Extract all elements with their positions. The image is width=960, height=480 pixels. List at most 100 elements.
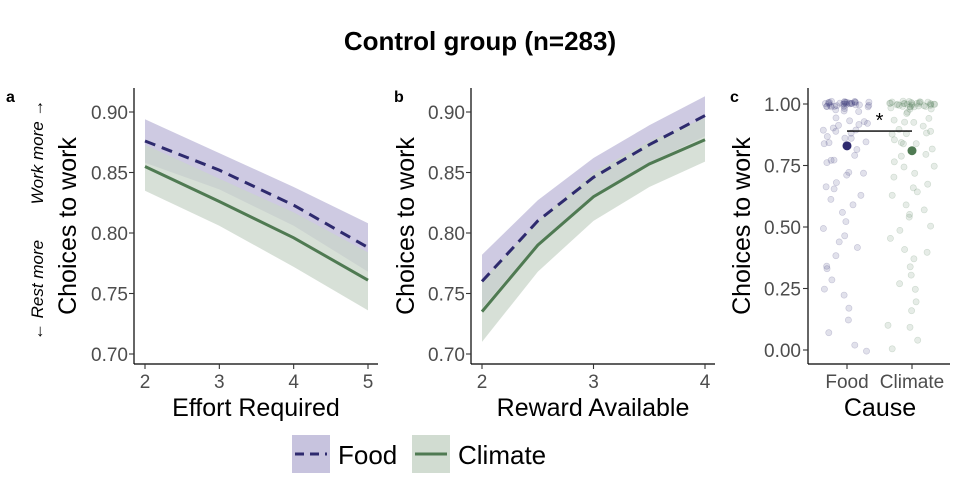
data-point-climate [927, 101, 934, 109]
legend-label: Food [338, 440, 397, 470]
data-point-food [841, 232, 849, 240]
y-axis-title: Choices to work [392, 137, 420, 315]
data-point-climate [901, 118, 908, 126]
data-point-climate [888, 98, 896, 106]
data-point-climate [901, 100, 908, 107]
data-point-food [821, 285, 828, 293]
data-point-food [840, 100, 848, 108]
data-point-food [832, 252, 840, 260]
data-point-food [842, 218, 850, 225]
data-point-food [865, 98, 873, 106]
data-point-food [830, 185, 838, 193]
data-point-climate [907, 99, 915, 106]
data-point-food [841, 98, 848, 105]
data-point-climate [907, 103, 914, 111]
panel-b-line-chart: 0.70 0.75 0.80 0.85 0.90 2 3 4 Reward Available C… [392, 88, 715, 422]
data-point-climate [910, 119, 918, 126]
data-point-food [841, 134, 849, 142]
data-point-food [839, 208, 846, 216]
data-point-food [842, 99, 849, 106]
data-point-climate [928, 145, 936, 153]
data-point-climate [913, 188, 921, 196]
data-point-climate [901, 246, 908, 253]
data-point-food [864, 120, 871, 127]
data-point-climate [910, 103, 918, 111]
data-point-climate [925, 115, 933, 122]
data-point-climate [905, 213, 913, 221]
data-point-food [820, 140, 828, 148]
data-point-climate [896, 280, 903, 288]
y-tick-label: 1.00 [764, 95, 801, 116]
data-point-climate [906, 263, 914, 271]
y-tick-label: 0.50 [764, 218, 801, 239]
data-point-climate [906, 103, 914, 111]
data-point-food [825, 139, 833, 147]
data-point-food [845, 99, 853, 107]
y-tick-label: 0.25 [764, 280, 801, 301]
data-point-food [833, 102, 841, 110]
data-point-food [851, 98, 859, 106]
data-point-food [827, 195, 835, 203]
x-tick-label: 4 [288, 372, 299, 393]
data-point-climate [919, 122, 927, 130]
data-point-food [830, 156, 838, 164]
data-point-climate [887, 234, 894, 242]
y-axis-title: Choices to work [728, 137, 756, 315]
data-point-climate [927, 100, 934, 107]
data-point-climate [912, 140, 920, 148]
data-point-food [851, 341, 859, 349]
data-point-food [840, 107, 848, 115]
data-point-climate [902, 201, 910, 209]
data-point-climate [888, 191, 896, 199]
data-point-climate [923, 129, 930, 137]
data-point-food [832, 114, 840, 122]
data-point-food [835, 238, 843, 246]
data-point-food [864, 103, 872, 111]
x-tick-label: 4 [700, 372, 711, 393]
ci-band-climate [145, 144, 368, 311]
data-point-food [828, 276, 836, 284]
data-point-climate [888, 345, 896, 353]
figure-title: Control group (n=283) [344, 26, 616, 56]
data-point-food [851, 99, 859, 107]
data-point-climate [908, 101, 916, 109]
x-axis-title: Effort Required [172, 394, 340, 422]
data-point-food [863, 347, 870, 355]
data-point-food [826, 98, 833, 106]
data-point-food [825, 100, 833, 108]
y-tick-label: 0.70 [428, 345, 465, 366]
y-tick-label: 0.85 [91, 164, 128, 185]
data-point-food [823, 262, 831, 270]
data-point-climate [900, 140, 907, 148]
data-point-food [840, 291, 848, 299]
data-point-food [855, 108, 863, 115]
data-point-food [848, 100, 856, 107]
data-point-climate [887, 99, 894, 107]
y-tick-label: 0.75 [91, 285, 128, 306]
data-point-food [845, 304, 853, 312]
data-point-climate [900, 163, 908, 171]
data-point-food [823, 102, 831, 110]
y-tick-label: 0.90 [428, 103, 465, 124]
data-point-climate [899, 103, 907, 110]
data-point-climate [922, 103, 930, 110]
x-tick-label: 5 [363, 372, 374, 393]
data-point-climate [922, 150, 930, 158]
data-point-food [865, 102, 873, 109]
data-point-food [860, 169, 867, 177]
panel-a-label: a [6, 89, 15, 106]
data-point-climate [914, 336, 922, 344]
data-point-climate [907, 271, 915, 279]
data-point-climate [886, 99, 894, 107]
svg-text:b: b [394, 89, 404, 106]
data-point-food [845, 316, 852, 324]
y-tick-label: 0.75 [428, 285, 465, 306]
data-point-climate [906, 323, 914, 331]
legend-label: Climate [458, 440, 546, 470]
data-point-food [851, 151, 859, 159]
data-point-food [855, 121, 863, 128]
data-point-food [820, 225, 827, 232]
data-point-climate [887, 104, 895, 112]
data-point-food [843, 171, 851, 179]
